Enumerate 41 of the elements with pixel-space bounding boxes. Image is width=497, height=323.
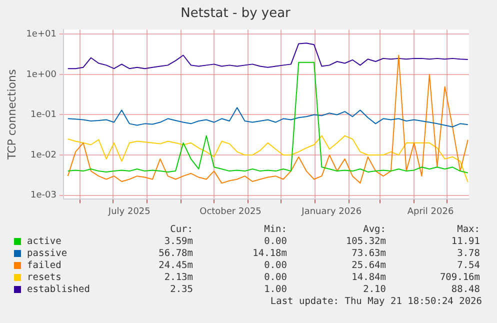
legend-label: passive [27,248,68,259]
x-tick-label: January 2026 [300,206,362,217]
y-axis-title: TCP connections [5,69,18,161]
legend-label: established [27,284,90,295]
text: 3.59m [163,236,193,247]
text: 7.54 [456,260,480,271]
text: 56.78m [158,248,193,259]
text: 1.00 [263,284,287,295]
y-tick-label: 1e+00 [26,70,57,80]
text: 709.16m [438,272,480,283]
text: 3.78 [456,248,480,259]
text: Max: [456,224,480,235]
y-tick-label: 1e-01 [30,110,56,120]
text: 2.35 [169,284,193,295]
legend-label: failed [27,260,62,271]
text: 0.00 [263,236,287,247]
y-tick-label: 1e-03 [30,190,56,201]
text: Avg: [362,224,386,235]
chart-title: Netstat - by year [180,6,292,22]
text: 14.18m [252,248,287,259]
text: 2.10 [362,284,386,295]
x-tick-label: October 2025 [200,206,262,217]
text: 105.32m [344,236,386,247]
text: 88.48 [450,284,480,295]
text: 0.00 [263,260,287,271]
legend-label: resets [27,272,62,283]
y-tick-label: 1e-02 [30,150,56,160]
x-tick-label: July 2025 [107,206,150,217]
text: 11.91 [450,236,480,247]
text: 14.84m [350,272,386,283]
x-tick-label: April 2026 [407,206,454,217]
text: 2.13m [163,272,193,283]
legend-label: active [27,236,62,247]
text: Last update: Thu May 21 18:50:24 2026 [270,296,482,307]
text: 73.63m [350,248,386,259]
y-tick-label: 1e+01 [26,30,56,40]
text: 0.00 [263,272,287,283]
text: 25.64m [350,260,386,271]
text: 24.45m [158,260,193,271]
text: Cur: [169,224,193,235]
text: Min: [263,224,287,235]
